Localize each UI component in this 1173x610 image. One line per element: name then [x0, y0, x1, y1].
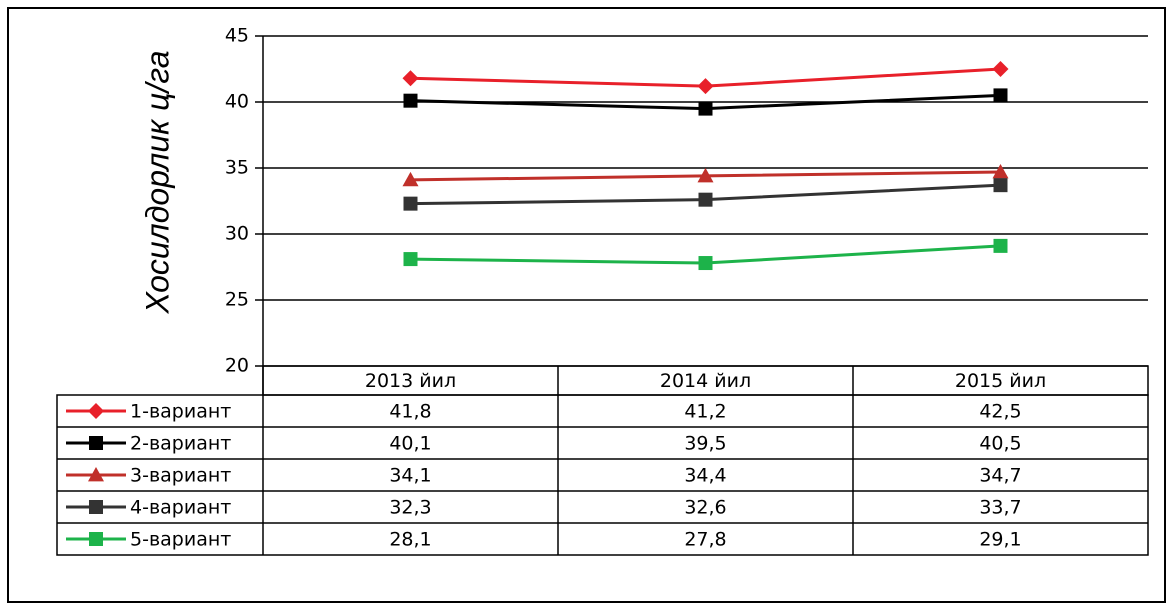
marker — [992, 163, 1009, 179]
marker — [993, 88, 1008, 103]
table-body — [56, 394, 1149, 556]
legend-marker — [89, 500, 103, 514]
legend-marker — [88, 403, 104, 419]
marker — [403, 93, 418, 108]
value-label: 40,1 — [389, 433, 431, 455]
legend-marker — [89, 436, 103, 450]
marker — [402, 171, 419, 187]
marker — [993, 178, 1008, 193]
x-tick-label: 2015 йил — [955, 370, 1046, 392]
value-label: 34,7 — [979, 465, 1021, 487]
marker — [402, 70, 419, 87]
marker — [403, 252, 418, 267]
y-tick-label: 25 — [225, 289, 249, 311]
value-label: 27,8 — [684, 529, 726, 551]
marker — [698, 192, 713, 207]
marker — [403, 196, 418, 211]
legend-label: 3-вариант — [130, 465, 231, 487]
marker — [697, 167, 714, 183]
x-tick-label: 2013 йил — [365, 370, 456, 392]
y-tick-label: 20 — [225, 355, 249, 377]
value-label: 34,1 — [389, 465, 431, 487]
marker — [697, 78, 714, 95]
value-label: 34,4 — [684, 465, 726, 487]
x-tick-label: 2014 йил — [660, 370, 751, 392]
legend-label: 5-вариант — [130, 529, 231, 551]
chart-frame — [7, 7, 1166, 603]
value-label: 41,2 — [684, 401, 726, 423]
value-label: 39,5 — [684, 433, 726, 455]
value-label: 41,8 — [389, 401, 431, 423]
value-label: 42,5 — [979, 401, 1021, 423]
legend-label: 4-вариант — [130, 497, 231, 519]
y-tick-label: 35 — [225, 157, 249, 179]
marker — [993, 238, 1008, 253]
y-axis-title: Хосилдорлик ц/га — [139, 50, 175, 314]
legend-marker — [88, 467, 104, 482]
marker — [992, 61, 1009, 77]
y-tick-label: 40 — [225, 91, 249, 113]
y-tick-label: 45 — [225, 25, 249, 47]
value-label: 28,1 — [389, 529, 431, 551]
value-label: 32,3 — [389, 497, 431, 519]
value-label: 29,1 — [979, 529, 1021, 551]
marker — [698, 101, 713, 116]
legend-label: 1-вариант — [130, 401, 231, 423]
value-label: 33,7 — [979, 497, 1021, 519]
legend-marker — [89, 532, 103, 546]
marker — [698, 256, 713, 271]
value-label: 40,5 — [979, 433, 1021, 455]
legend-label: 2-вариант — [130, 433, 231, 455]
value-label: 32,6 — [684, 497, 726, 519]
y-tick-label: 30 — [225, 223, 249, 245]
